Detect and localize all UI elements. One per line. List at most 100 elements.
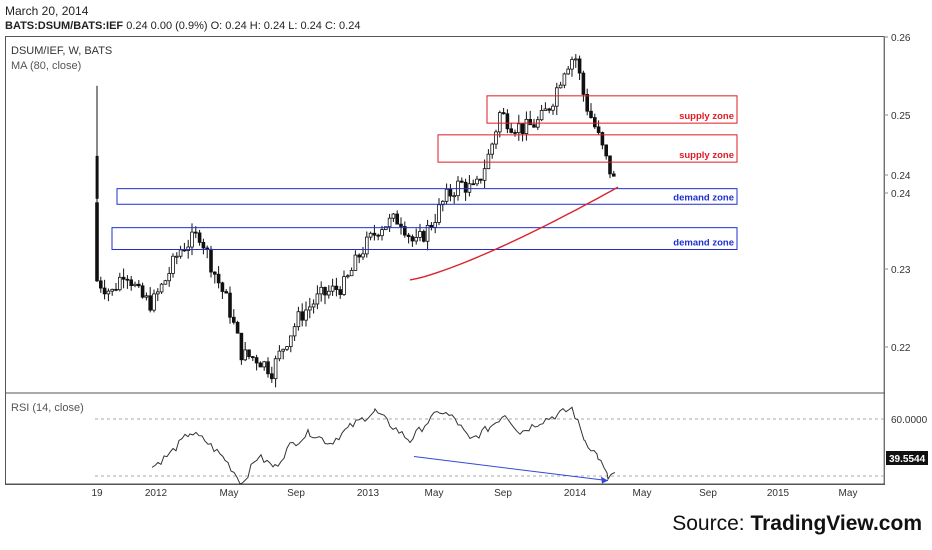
candle-body	[364, 236, 369, 255]
candle-body	[273, 358, 278, 380]
candle-body	[357, 254, 361, 258]
candle-body	[334, 285, 339, 290]
candle-body	[254, 357, 259, 364]
candle-body	[212, 271, 217, 275]
candle-body	[121, 276, 126, 280]
price-tick-label: 0.25	[891, 111, 911, 122]
candle-body	[315, 293, 320, 305]
legend-ma: MA (80, close)	[11, 60, 81, 72]
candle-body	[543, 108, 548, 111]
high-value: H: 0.24	[249, 20, 286, 32]
ma-line	[409, 186, 619, 281]
candle-body	[231, 316, 236, 323]
chart-date: March 20, 2014	[5, 4, 89, 18]
candle-body	[395, 213, 399, 225]
candle-body	[437, 204, 441, 223]
candle-body	[490, 143, 494, 155]
candle-body	[566, 68, 570, 75]
candle-body	[235, 321, 240, 334]
time-axis: 19 2012 May Sep 2013 May Sep 2014 May Sep 2015 May	[91, 488, 857, 499]
candle-body	[311, 303, 316, 308]
candle-body	[448, 188, 453, 197]
candle-body	[258, 362, 263, 368]
x-tick-label: Sep	[494, 488, 512, 499]
x-tick-label: 2014	[564, 488, 587, 499]
candle-body	[452, 195, 456, 198]
candle-body	[494, 131, 498, 145]
candle-body	[330, 285, 335, 292]
candle-body	[140, 285, 145, 298]
candle-body	[216, 273, 221, 284]
candle-body	[425, 224, 430, 242]
supply-zone-label: supply zone	[679, 111, 734, 122]
candle-body	[163, 280, 168, 285]
candle-body	[262, 361, 266, 368]
candle-body	[383, 226, 388, 230]
candle-body	[600, 132, 605, 146]
candle-body	[319, 286, 323, 295]
candle-body	[585, 94, 589, 112]
legend-rsi: RSI (14, close)	[11, 402, 84, 414]
candle-body	[186, 246, 191, 251]
low-value: L: 0.24	[288, 20, 322, 32]
candle-body	[300, 311, 304, 321]
source-credit: Source: TradingView.com	[672, 512, 922, 536]
source-prefix: Source:	[672, 512, 751, 535]
candle-body	[391, 213, 396, 219]
candle-body	[133, 283, 137, 287]
rsi-divergence-arrow	[413, 456, 609, 482]
price-tick-label: 0.24	[891, 171, 911, 182]
candle-body	[125, 278, 130, 281]
candle-body	[296, 311, 301, 328]
price-tick-label: 0.22	[891, 343, 911, 354]
candle-body	[372, 232, 377, 236]
candle-body	[513, 132, 517, 134]
candle-body	[475, 178, 479, 185]
rsi-tick-label: 60.0000	[891, 415, 928, 426]
close-value: C: 0.24	[324, 20, 361, 32]
candle-body	[197, 232, 202, 243]
candle-body	[380, 229, 384, 237]
candle-body	[577, 58, 582, 74]
x-tick-label: May	[220, 488, 239, 499]
candles-layer	[95, 54, 616, 388]
candle-body	[239, 332, 244, 361]
rsi-line	[151, 406, 616, 485]
candle-body	[304, 309, 308, 321]
candle-body	[406, 234, 411, 238]
candle-body	[114, 288, 118, 291]
zones-layer: supply zone supply zone demand zone demand …	[111, 95, 738, 251]
price-tick-label: 0.24	[891, 189, 911, 200]
candle-body	[467, 183, 472, 193]
candle-body	[418, 231, 422, 238]
x-tick-label: Sep	[287, 488, 305, 499]
candle-body	[102, 287, 107, 295]
candle-body	[152, 293, 156, 311]
price-tick-label: 0.23	[891, 265, 911, 276]
candle-body	[402, 226, 407, 236]
quote-change: 0.24 0.00 (0.9%)	[126, 20, 208, 32]
x-tick-label: Sep	[699, 488, 717, 499]
candle-body	[497, 112, 502, 133]
candle-body	[528, 118, 532, 126]
candle-body	[471, 183, 475, 186]
candle-body	[505, 113, 510, 130]
candle-body	[414, 237, 418, 242]
candle-body	[399, 223, 403, 227]
candle-body	[95, 202, 99, 282]
candle-body	[589, 110, 593, 118]
candle-body	[228, 292, 232, 318]
candle-body	[410, 236, 415, 242]
candle-body	[376, 234, 380, 237]
candle-body	[562, 73, 567, 86]
candle-body	[532, 124, 536, 128]
candle-body	[596, 126, 601, 133]
candle-body	[509, 128, 513, 133]
candle-body	[593, 117, 597, 128]
x-tick-label: 19	[91, 488, 103, 499]
candle-body	[459, 180, 464, 183]
candle-body	[178, 249, 183, 257]
candle-body	[224, 291, 229, 294]
candle-body	[220, 282, 225, 292]
